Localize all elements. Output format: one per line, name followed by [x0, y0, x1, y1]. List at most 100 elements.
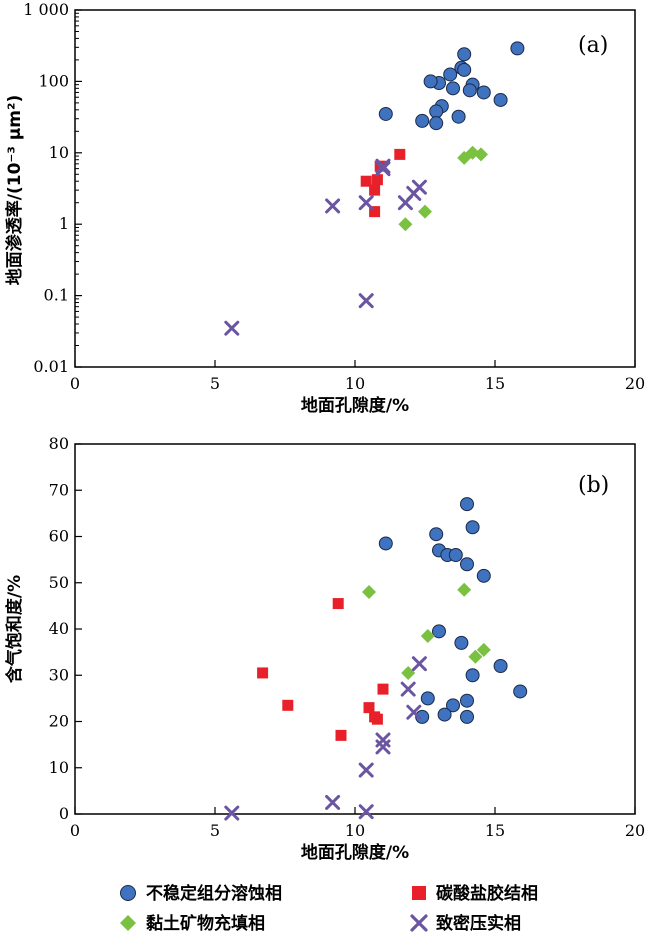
point-dissolution-a [415, 113, 430, 128]
point-compaction-b [358, 804, 374, 820]
legend-item-dissolution: 不稳定组分溶蚀相 [120, 883, 282, 904]
y-tick-label-b: 60 [49, 527, 69, 546]
point-clay-a [418, 204, 432, 219]
point-dissolution-b [493, 659, 508, 673]
point-clay-a [398, 217, 413, 232]
point-dissolution-b [476, 568, 491, 583]
x-ticks-b: 0 5 10 15 20 [70, 807, 645, 840]
point-dissolution-a [443, 67, 458, 82]
point-compaction-a [375, 161, 391, 177]
point-compaction-b [375, 739, 391, 755]
legend: 不稳定组分溶蚀相 碳酸盐胶结相 黏土矿物充填相 致密压实相 [120, 883, 538, 934]
x-tick-label-b: 20 [625, 821, 645, 840]
point-dissolution-b [429, 527, 444, 542]
y-tick-label-a: 1 [59, 214, 69, 233]
point-clay-b [457, 582, 472, 597]
x-axis-title-a: 地面孔隙度/% [301, 395, 409, 416]
panel-label-a: (a) [578, 33, 608, 58]
point-compaction-a [375, 158, 391, 174]
point-clay-b [476, 642, 491, 657]
point-clay-b [420, 628, 435, 643]
point-dissolution-a [451, 109, 466, 124]
x-ticks-a: 0 5 10 15 20 [70, 360, 645, 393]
point-clay-b [468, 649, 483, 664]
y-tick-label-a: 0.01 [33, 357, 69, 376]
legend-label-clay: 黏土矿物充填相 [146, 913, 265, 934]
point-dissolution-b [446, 698, 460, 713]
point-carbonate-a [369, 206, 381, 218]
point-dissolution-a [378, 106, 393, 121]
point-clay-b [362, 585, 376, 599]
legend-marker-dissolution [120, 885, 136, 901]
point-compaction-b [224, 805, 240, 821]
point-dissolution-a [446, 81, 460, 96]
y-tick-label-a: 1 000 [23, 0, 69, 19]
y-tick-label-a: 100 [38, 71, 69, 90]
point-dissolution-b [460, 557, 474, 572]
point-compaction-b [358, 762, 374, 778]
legend-item-compaction: 致密压实相 [410, 913, 521, 934]
point-carbonate-b [257, 667, 269, 679]
point-compaction-a [397, 195, 413, 211]
x-tick-label-b: 5 [210, 821, 220, 840]
points-b [224, 497, 528, 821]
point-clay-a [474, 147, 488, 162]
point-carbonate-a [394, 148, 406, 160]
x-axis-title-b: 地面孔隙度/% [301, 842, 409, 863]
point-carbonate-b [282, 699, 294, 711]
panel-label-b: (b) [578, 473, 609, 498]
points-a [224, 41, 525, 336]
y-tick-label-b: 80 [49, 434, 69, 453]
point-dissolution-b [454, 635, 469, 650]
point-compaction-a [358, 195, 374, 211]
plot-frame-b [74, 443, 636, 815]
point-compaction-b [400, 681, 416, 697]
point-dissolution-b [513, 684, 528, 699]
point-carbonate-b [377, 683, 389, 695]
point-compaction-b [411, 656, 427, 672]
plot-frame-a [74, 9, 636, 368]
point-carbonate-b [363, 702, 375, 714]
point-compaction-b [325, 794, 341, 810]
legend-item-clay: 黏土矿物充填相 [120, 913, 265, 934]
point-dissolution-a [510, 41, 525, 56]
y-axis-title-b: 含气饱和度/% [4, 575, 25, 683]
y-tick-label-b: 50 [49, 573, 69, 592]
point-dissolution-b [460, 693, 474, 708]
x-tick-label-a: 10 [345, 374, 365, 393]
point-dissolution-a [423, 74, 438, 89]
legend-label-dissolution: 不稳定组分溶蚀相 [146, 883, 282, 904]
y-ticks-b: 0 10 20 30 40 50 60 70 80 [49, 434, 82, 823]
y-axis-title-a: 地面渗透率/(10⁻³ μm²) [4, 95, 25, 285]
point-carbonate-b [335, 729, 347, 741]
point-carbonate-b [371, 713, 383, 725]
point-dissolution-b [415, 709, 430, 724]
y-tick-label-b: 0 [59, 804, 69, 823]
x-tick-label-a: 0 [70, 374, 80, 393]
point-compaction-b [406, 704, 422, 720]
y-tick-label-a: 10 [49, 143, 69, 162]
point-dissolution-b [378, 536, 393, 551]
point-clay-b [401, 665, 416, 680]
y-tick-label-b: 10 [49, 758, 69, 777]
point-dissolution-b [432, 624, 446, 639]
point-dissolution-a [462, 83, 477, 98]
legend-marker-carbonate [412, 886, 426, 900]
point-dissolution-b [465, 520, 480, 535]
point-dissolution-b [420, 691, 435, 706]
panel-b: 0 10 20 30 40 50 60 70 80 0 5 10 15 20 (b) 地面孔隙度/% 含… [4, 434, 645, 863]
point-dissolution-a [429, 116, 444, 131]
point-carbonate-a [360, 175, 372, 187]
point-compaction-a [325, 198, 341, 214]
point-compaction-a [224, 320, 240, 336]
x-tick-label-b: 15 [485, 821, 505, 840]
point-compaction-a [358, 293, 374, 309]
y-ticks-a: 0.01 0.1 1 10 100 1 000 [23, 0, 82, 376]
point-dissolution-a [457, 47, 472, 62]
point-dissolution-a [429, 104, 444, 119]
x-tick-label-b: 10 [345, 821, 365, 840]
point-dissolution-a [493, 92, 508, 107]
point-dissolution-a [476, 85, 491, 100]
